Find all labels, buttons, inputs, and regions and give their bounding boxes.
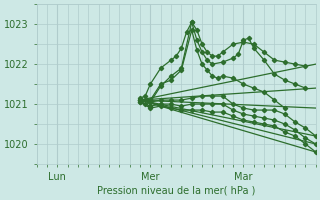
X-axis label: Pression niveau de la mer( hPa ): Pression niveau de la mer( hPa ) bbox=[97, 186, 255, 196]
